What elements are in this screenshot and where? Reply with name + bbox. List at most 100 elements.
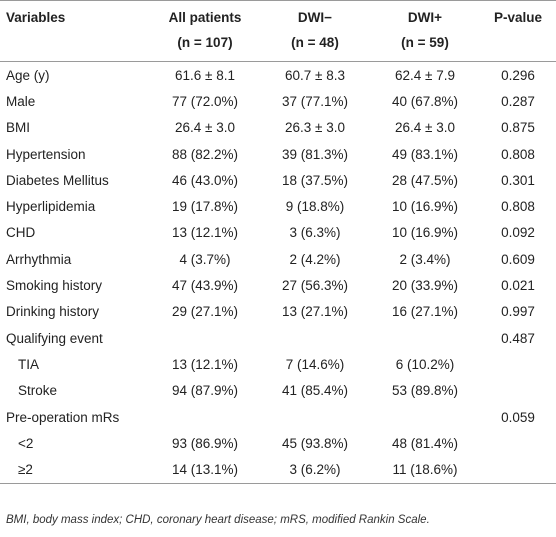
value-cell: 0.092 — [501, 225, 535, 241]
value-cell: 0.021 — [501, 278, 535, 294]
table-row: Diabetes Mellitus 46 (43.0%) 18 (37.5%) 28 … — [0, 167, 556, 193]
value-cell: 26.3 ± 3.0 — [285, 120, 345, 136]
table-row: Smoking history 47 (43.9%) 27 (56.3%) 20 (3… — [0, 272, 556, 298]
value-cell: 10 (16.9%) — [391, 199, 459, 215]
value-cell: 3 (6.2%) — [289, 462, 341, 478]
variable-cell: TIA — [18, 356, 40, 372]
value-cell: 18 (37.5%) — [281, 172, 349, 188]
value-cell: 45 (93.8%) — [281, 435, 349, 451]
value-cell: 27 (56.3%) — [281, 278, 349, 294]
table-row: Hyperlipidemia 19 (17.8%) 9 (18.8%) 10 (16.… — [0, 193, 556, 219]
value-cell: 10 (16.9%) — [391, 225, 459, 241]
table-row: Stroke 94 (87.9%) 41 (85.4%) 53 (89.8%) — [0, 378, 556, 404]
value-cell: 6 (10.2%) — [395, 356, 455, 372]
footnote: BMI, body mass index; CHD, coronary hear… — [6, 514, 430, 526]
variable-cell: BMI — [6, 120, 31, 136]
value-cell — [260, 404, 370, 430]
value-cell: 37 (77.1%) — [281, 93, 349, 109]
value-cell: 41 (85.4%) — [281, 383, 349, 399]
header-cell: P-value — [493, 10, 543, 25]
header-n: (n = 48) — [291, 35, 339, 50]
table-row: Male 77 (72.0%) 37 (77.1%) 40 (67.8%) 0.287 — [0, 88, 556, 114]
variable-cell: CHD — [6, 225, 36, 241]
value-cell: 60.7 ± 8.3 — [285, 67, 345, 83]
table-row: ≥2 14 (13.1%) 3 (6.2%) 11 (18.6%) — [0, 456, 556, 484]
value-cell: 93 (86.9%) — [171, 435, 239, 451]
table-row: Age (y) 61.6 ± 8.1 60.7 ± 8.3 62.4 ± 7.9 0.2… — [0, 62, 556, 89]
value-cell: 40 (67.8%) — [391, 93, 459, 109]
header-n: (n = 59) — [401, 35, 449, 50]
data-table: Variables All patients (n = 107) DWI− (n =… — [0, 0, 556, 484]
variable-cell: Diabetes Mellitus — [6, 172, 109, 188]
variable-cell: Hyperlipidemia — [6, 199, 96, 215]
value-cell — [480, 430, 556, 456]
value-cell: 46 (43.0%) — [171, 172, 239, 188]
value-cell: 0.609 — [501, 251, 535, 267]
table-row: TIA 13 (12.1%) 7 (14.6%) 6 (10.2%) — [0, 351, 556, 377]
value-cell: 0.059 — [501, 409, 535, 425]
value-cell: 13 (27.1%) — [281, 304, 349, 320]
value-cell: 26.4 ± 3.0 — [395, 120, 455, 136]
header-cell: All patients (n = 107) — [150, 1, 260, 62]
value-cell: 53 (89.8%) — [391, 383, 459, 399]
header-n: (n = 107) — [177, 35, 233, 50]
value-cell — [480, 378, 556, 404]
variable-cell: Stroke — [18, 383, 58, 399]
value-cell: 0.487 — [501, 330, 535, 346]
value-cell: 20 (33.9%) — [391, 278, 459, 294]
variable-cell: Drinking history — [6, 304, 100, 320]
value-cell: 62.4 ± 7.9 — [395, 67, 455, 83]
variable-cell: Smoking history — [6, 278, 103, 294]
variable-cell: Pre-operation mRs — [6, 409, 120, 425]
value-cell: 11 (18.6%) — [392, 462, 458, 478]
value-cell: 49 (83.1%) — [391, 146, 459, 162]
value-cell — [150, 404, 260, 430]
variable-cell: ≥2 — [18, 462, 33, 478]
table-row: Pre-operation mRs 0.059 — [0, 404, 556, 430]
variable-cell: <2 — [18, 435, 34, 451]
value-cell: 48 (81.4%) — [391, 435, 459, 451]
header-cell: Variables — [6, 10, 66, 25]
table-row: Qualifying event 0.487 — [0, 325, 556, 351]
value-cell: 0.808 — [501, 146, 535, 162]
value-cell: 77 (72.0%) — [171, 93, 239, 109]
value-cell: 39 (81.3%) — [281, 146, 349, 162]
value-cell: 0.301 — [501, 172, 535, 188]
header-cell: DWI− (n = 48) — [260, 1, 370, 62]
table-body: Age (y) 61.6 ± 8.1 60.7 ± 8.3 62.4 ± 7.9 0.2… — [0, 62, 556, 484]
value-cell: 7 (14.6%) — [285, 356, 345, 372]
header-label: DWI+ — [407, 10, 443, 25]
value-cell: 13 (12.1%) — [171, 356, 239, 372]
variable-cell: Age (y) — [6, 67, 50, 83]
value-cell: 2 (3.4%) — [399, 251, 451, 267]
value-cell: 0.875 — [501, 120, 535, 136]
value-cell — [480, 351, 556, 377]
value-cell: 16 (27.1%) — [391, 304, 459, 320]
value-cell: 19 (17.8%) — [171, 199, 239, 215]
value-cell: 29 (27.1%) — [171, 304, 239, 320]
value-cell: 3 (6.3%) — [289, 225, 341, 241]
header-label: All patients — [168, 10, 242, 25]
variable-cell: Hypertension — [6, 146, 86, 162]
value-cell: 28 (47.5%) — [391, 172, 459, 188]
value-cell — [370, 404, 480, 430]
value-cell — [260, 325, 370, 351]
value-cell: 88 (82.2%) — [171, 146, 239, 162]
table-row: <2 93 (86.9%) 45 (93.8%) 48 (81.4%) — [0, 430, 556, 456]
header-cell: DWI+ (n = 59) — [370, 1, 480, 62]
value-cell: 13 (12.1%) — [171, 225, 239, 241]
value-cell: 0.296 — [501, 67, 535, 83]
value-cell: 2 (4.2%) — [289, 251, 341, 267]
variable-cell: Qualifying event — [6, 330, 103, 346]
value-cell — [480, 456, 556, 483]
variable-cell: Male — [6, 93, 36, 109]
table-row: Hypertension 88 (82.2%) 39 (81.3%) 49 (83.1… — [0, 141, 556, 167]
value-cell: 0.997 — [501, 304, 535, 320]
header-row: Variables All patients (n = 107) DWI− (n =… — [0, 0, 556, 62]
value-cell: 0.287 — [501, 93, 535, 109]
value-cell: 47 (43.9%) — [171, 278, 239, 294]
table-row: CHD 13 (12.1%) 3 (6.3%) 10 (16.9%) 0.092 — [0, 220, 556, 246]
value-cell: 94 (87.9%) — [171, 383, 239, 399]
value-cell: 4 (3.7%) — [179, 251, 231, 267]
